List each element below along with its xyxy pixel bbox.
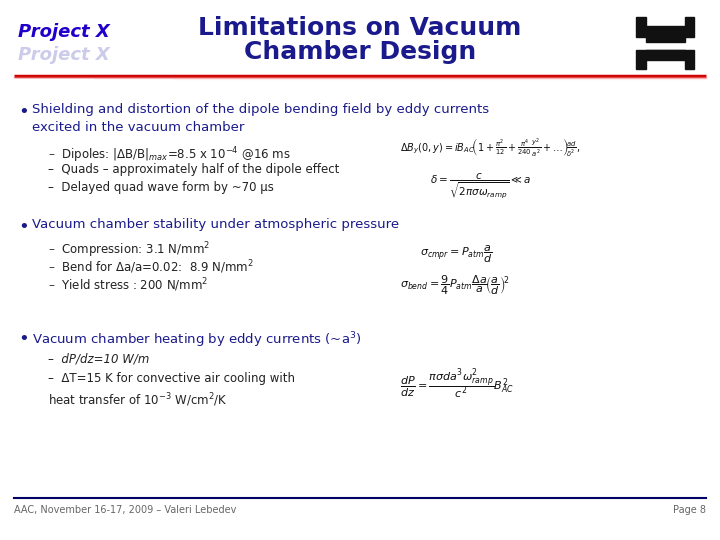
Text: –  Quads – approximately half of the dipole effect: – Quads – approximately half of the dipo… [48,163,339,176]
Text: Vacuum chamber heating by eddy currents (~a$^{3}$): Vacuum chamber heating by eddy currents … [32,330,361,349]
Text: Shielding and distortion of the dipole bending field by eddy currents
excited in: Shielding and distortion of the dipole b… [32,103,489,134]
Text: –  ΔT=15 K for convective air cooling with
heat transfer of 10$^{-3}$ W/cm$^{2}$: – ΔT=15 K for convective air cooling wit… [48,372,295,409]
Text: Project X: Project X [18,46,109,64]
Text: –  Bend for Δa/a=0.02:  8.9 N/mm$^{2}$: – Bend for Δa/a=0.02: 8.9 N/mm$^{2}$ [48,258,253,275]
Text: Vacuum chamber stability under atmospheric pressure: Vacuum chamber stability under atmospher… [32,218,399,231]
Bar [636,50,646,69]
Text: •: • [18,103,29,121]
Text: Page 8: Page 8 [673,505,706,515]
Text: –  Yield stress : 200 N/mm$^{2}$: – Yield stress : 200 N/mm$^{2}$ [48,276,208,294]
Text: Project X: Project X [18,23,109,41]
Text: $\delta = \dfrac{c}{\sqrt{2\pi\sigma\omega_{ramp}}} \ll a$: $\delta = \dfrac{c}{\sqrt{2\pi\sigma\ome… [430,171,531,200]
Text: $\Delta B_y(0,y) = iB_{AC}\!\left(1+\frac{\pi^2}{12}+\frac{\pi^4}{240}\frac{y^2}: $\Delta B_y(0,y) = iB_{AC}\!\left(1+\fra… [400,137,580,159]
Text: •: • [18,218,29,236]
Bar [646,26,685,37]
Text: •: • [18,330,29,348]
Bar [646,50,685,60]
Text: Chamber Design: Chamber Design [244,40,476,64]
Text: $\dfrac{dP}{dz} = \dfrac{\pi\sigma d a^3 \omega_{ramp}^2}{c^2}B_{AC}^2$: $\dfrac{dP}{dz} = \dfrac{\pi\sigma d a^3… [400,368,514,402]
Text: –  Dipoles: |ΔB/B|$_{max}$=8.5 x 10$^{-4}$ @16 ms: – Dipoles: |ΔB/B|$_{max}$=8.5 x 10$^{-4}… [48,145,291,165]
Bar [685,50,693,69]
Bar [636,17,646,37]
Text: $\sigma_{bend} = \dfrac{9}{4}P_{atm}\dfrac{\Delta a}{a}\!\left(\dfrac{a}{d}\righ: $\sigma_{bend} = \dfrac{9}{4}P_{atm}\dfr… [400,274,510,298]
Text: AAC, November 16-17, 2009 – Valeri Lebedev: AAC, November 16-17, 2009 – Valeri Lebed… [14,505,236,515]
Bar [685,17,693,37]
Bar [646,50,685,55]
Text: –  dP/dz=10 W/m: – dP/dz=10 W/m [48,352,149,365]
Text: –  Compression: 3.1 N/mm$^{2}$: – Compression: 3.1 N/mm$^{2}$ [48,240,210,260]
Text: –  Delayed quad wave form by ~70 μs: – Delayed quad wave form by ~70 μs [48,181,274,194]
Bar [646,37,685,42]
Text: Limitations on Vacuum: Limitations on Vacuum [198,16,522,40]
Text: $\sigma_{cmpr} = P_{atm}\dfrac{a}{d}$: $\sigma_{cmpr} = P_{atm}\dfrac{a}{d}$ [420,244,492,266]
